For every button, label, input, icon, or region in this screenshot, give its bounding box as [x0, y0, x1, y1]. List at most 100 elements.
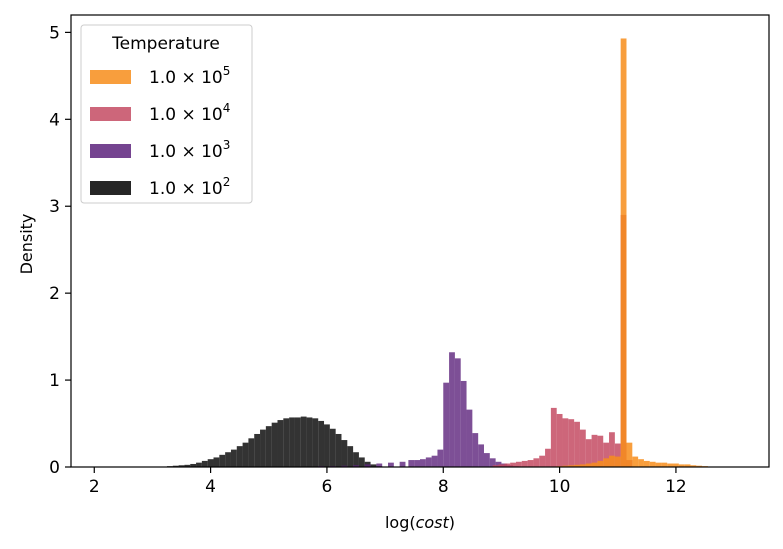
y-tick-label: 1 [49, 371, 60, 391]
histogram-bar [312, 418, 319, 467]
histogram-bar [184, 464, 191, 467]
y-tick-label: 2 [49, 284, 60, 304]
histogram-bar [271, 422, 278, 467]
y-axis-label: Density [17, 214, 36, 275]
histogram-bar [300, 416, 307, 467]
histogram-bar [324, 424, 330, 467]
histogram-bar [620, 38, 627, 467]
histogram-bar [591, 434, 598, 467]
histogram-bar [443, 382, 450, 467]
legend-title: Temperature [111, 34, 220, 54]
histogram-bar [510, 462, 516, 467]
histogram-bar [649, 461, 656, 467]
histogram-bar [472, 433, 479, 467]
histogram-bar [655, 462, 662, 467]
histogram-bar [414, 460, 420, 467]
histogram-bar [449, 352, 455, 467]
legend-box [80, 24, 253, 204]
histogram-bar [388, 462, 394, 467]
histogram-bar [632, 456, 639, 467]
histogram-bar [661, 462, 668, 467]
histogram-bar [626, 442, 633, 467]
histogram-bar [242, 442, 249, 467]
histogram-bar [614, 456, 621, 467]
x-tick-label: 6 [322, 477, 333, 497]
histogram-bar [673, 463, 679, 467]
x-tick-label: 4 [205, 477, 216, 497]
histogram-bar [408, 460, 415, 467]
legend-entry: 1.0 × 104 [90, 101, 230, 125]
legend-swatch [90, 70, 131, 84]
legend-label: 1.0 × 104 [149, 101, 230, 125]
legend-swatch [90, 107, 131, 121]
histogram-bar [579, 429, 586, 467]
histogram-bar [643, 460, 650, 467]
histogram-bar [178, 465, 185, 467]
histogram-bar [283, 418, 290, 467]
histogram-bar [425, 457, 432, 467]
histogram-bar [638, 459, 644, 467]
histogram-bar [341, 440, 348, 467]
histogram-bar [585, 439, 592, 467]
histogram-bar [260, 429, 266, 467]
histogram-bar [225, 452, 231, 467]
histogram-bar [420, 459, 426, 467]
histogram-bar [597, 460, 604, 467]
y-tick-label: 4 [49, 110, 60, 130]
y-tick-label: 5 [49, 23, 60, 43]
histogram-bar [690, 465, 697, 467]
histogram-bar [562, 465, 569, 467]
histogram-bar [294, 417, 301, 467]
histogram-bar [370, 464, 377, 467]
histogram-bar [696, 465, 703, 467]
x-tick-label: 2 [89, 477, 100, 497]
histogram-bar [574, 464, 580, 467]
histogram-bar [585, 463, 592, 467]
histogram-bar [492, 465, 499, 467]
histogram-bar [358, 457, 365, 467]
histogram-bar [201, 460, 208, 467]
histogram-bar [498, 464, 505, 467]
histogram-bar [614, 443, 621, 467]
legend-swatch [90, 144, 131, 158]
legend-swatch [90, 181, 131, 195]
histogram-bar [248, 438, 255, 467]
histogram-bar [609, 432, 615, 467]
histogram-bar [341, 465, 348, 467]
histogram-bar [521, 460, 528, 467]
x-axis-ticks: 2 4 6 8 10 12 [89, 467, 687, 497]
histogram-bar [353, 452, 359, 467]
histogram-bar [466, 409, 473, 467]
x-tick-label: 10 [549, 477, 571, 497]
histogram-bar [539, 455, 546, 467]
series-1.0e2 [166, 416, 383, 467]
histogram-bar [603, 458, 610, 467]
histogram-bar [568, 465, 575, 467]
histogram-bar [219, 454, 226, 467]
legend-label: 1.0 × 103 [149, 138, 230, 162]
histogram-bar [562, 418, 569, 467]
histogram-bar [399, 461, 406, 467]
histogram-bar [277, 420, 284, 467]
histogram-bar [347, 446, 354, 467]
histogram-bar [684, 464, 691, 467]
histogram-bar [353, 465, 359, 467]
histogram-bar [265, 426, 272, 467]
histogram-bar [289, 417, 295, 467]
histogram-bar [196, 462, 202, 467]
histogram-bar [483, 453, 490, 467]
histogram-bar [603, 442, 610, 467]
histogram-bar [579, 464, 586, 467]
histogram-bar [667, 463, 674, 467]
histogram-bar [207, 459, 214, 467]
histogram-bar [556, 413, 563, 467]
histogram-bar [190, 463, 197, 467]
x-axis-label: log(cost) [385, 513, 455, 532]
histogram-bar [335, 433, 342, 467]
histogram-bar [591, 462, 598, 467]
histogram-bar [431, 455, 438, 467]
histogram-bar [545, 448, 551, 467]
histogram-bar [460, 380, 467, 467]
